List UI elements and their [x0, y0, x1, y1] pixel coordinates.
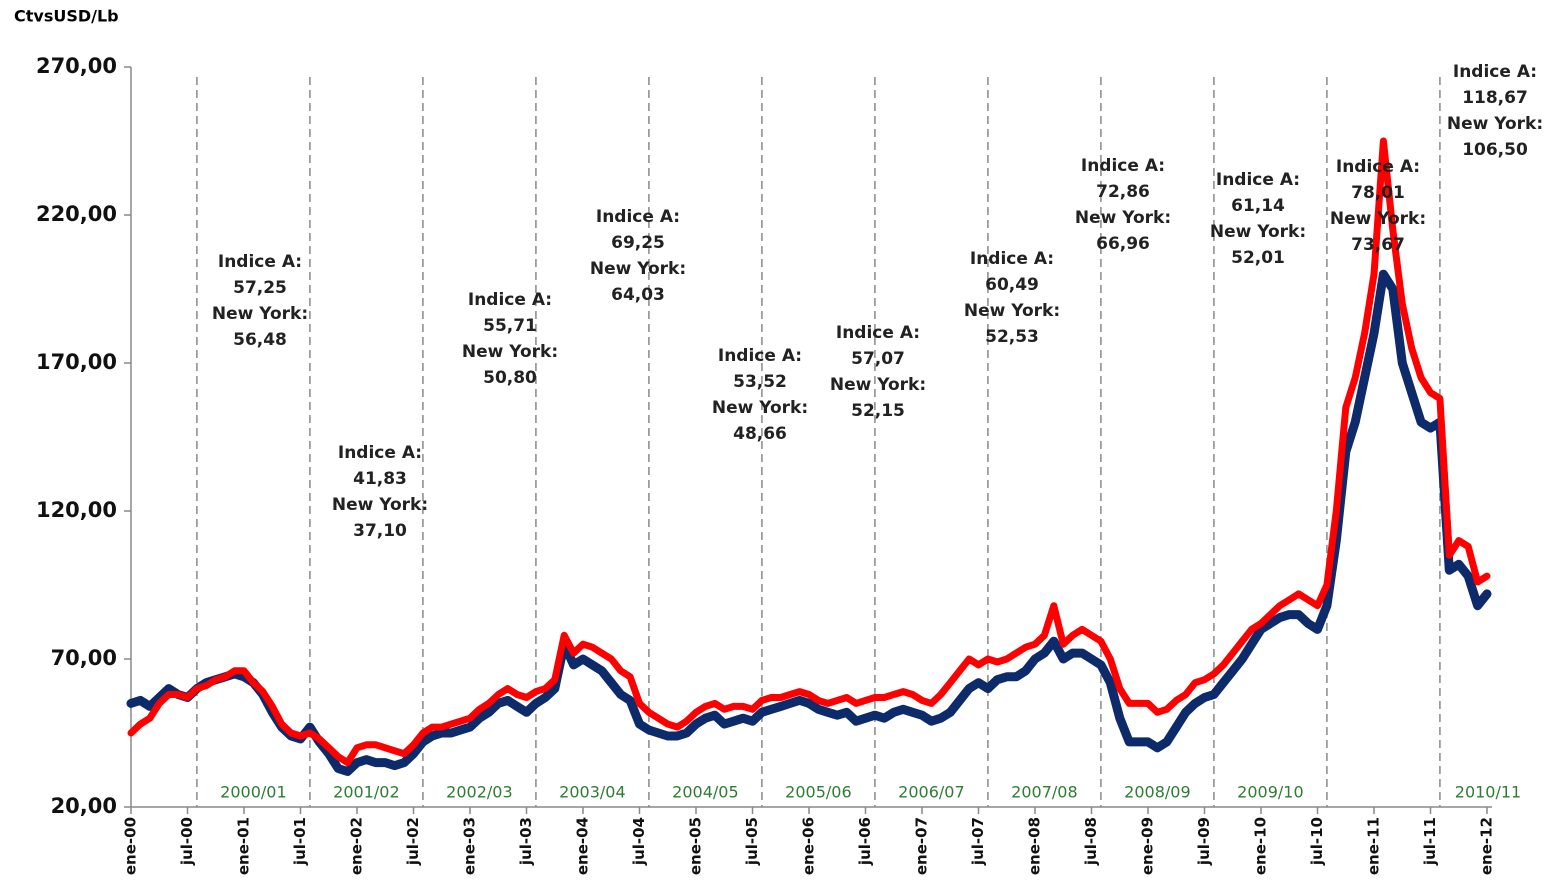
- season-label: 2008/09: [1124, 783, 1190, 802]
- y-tick-label: 120,00: [36, 498, 117, 522]
- x-tick-label: ene-01: [235, 817, 253, 875]
- annotation-text: 64,03: [611, 285, 665, 305]
- annotation-text: Indice A:: [718, 346, 802, 366]
- annotation-text: New York:: [964, 301, 1060, 321]
- x-tick-label: jul-00: [178, 817, 196, 866]
- season-label: 2009/10: [1237, 783, 1303, 802]
- annotation-text: 118,67: [1462, 88, 1528, 108]
- season-label: 2006/07: [898, 783, 964, 802]
- annotation-text: Indice A:: [218, 252, 302, 272]
- season-label: 2001/02: [333, 783, 399, 802]
- season-label: 2007/08: [1011, 783, 1077, 802]
- annotation-text: New York:: [1330, 209, 1426, 229]
- series-line: [126, 269, 1492, 776]
- annotation-text: Indice A:: [1453, 62, 1537, 82]
- x-tick-label: ene-07: [913, 817, 931, 875]
- annotation-text: New York:: [332, 495, 428, 515]
- annotation-text: New York:: [1210, 222, 1306, 242]
- annotation-text: 57,25: [233, 278, 287, 298]
- y-axis-label: CtvsUSD/Lb: [14, 7, 119, 26]
- x-tick-label: ene-03: [461, 817, 479, 875]
- annotation-text: 61,14: [1231, 196, 1285, 216]
- x-tick-label: jul-03: [517, 817, 535, 866]
- x-tick-label: jul-07: [969, 817, 987, 866]
- y-tick-label: 220,00: [36, 202, 117, 226]
- annotation-text: New York:: [212, 304, 308, 324]
- annotation-text: Indice A:: [970, 249, 1054, 269]
- x-tick-label: ene-04: [574, 817, 592, 875]
- x-tick-label: ene-09: [1139, 817, 1157, 875]
- annotation-text: 50,80: [483, 368, 537, 388]
- annotation-text: New York:: [1447, 114, 1543, 134]
- y-tick-label: 170,00: [36, 350, 117, 374]
- annotation-text: New York:: [1075, 208, 1171, 228]
- season-label: 2004/05: [672, 783, 738, 802]
- y-tick-label: 70,00: [51, 646, 117, 670]
- annotation-text: New York:: [590, 259, 686, 279]
- x-tick-label: jul-09: [1195, 817, 1213, 866]
- x-tick-label: ene-00: [122, 817, 140, 875]
- annotation-text: 69,25: [611, 233, 665, 253]
- annotation-text: 78,01: [1351, 183, 1405, 203]
- y-tick-label: 20,00: [51, 794, 117, 818]
- annotation-text: 66,96: [1096, 234, 1150, 254]
- annotation-text: Indice A:: [1336, 157, 1420, 177]
- annotation-text: Indice A:: [1081, 156, 1165, 176]
- annotation-text: 52,53: [985, 327, 1039, 347]
- x-tick-label: jul-04: [630, 817, 648, 866]
- season-label: 2005/06: [785, 783, 851, 802]
- annotation-text: 72,86: [1096, 182, 1150, 202]
- annotation-text: 56,48: [233, 330, 287, 350]
- x-tick-label: jul-01: [291, 817, 309, 866]
- x-tick-label: ene-06: [800, 817, 818, 875]
- annotation-text: Indice A:: [1216, 170, 1300, 190]
- x-tick-label: jul-08: [1082, 817, 1100, 866]
- series-line: [127, 137, 1491, 767]
- x-tick-label: jul-10: [1308, 817, 1326, 866]
- x-tick-label: jul-06: [856, 817, 874, 866]
- annotation-text: New York:: [462, 342, 558, 362]
- annotation-text: 53,52: [733, 372, 787, 392]
- x-tick-label: ene-02: [348, 817, 366, 875]
- annotation-text: New York:: [830, 375, 926, 395]
- x-tick-label: ene-10: [1252, 817, 1270, 875]
- annotation-text: 106,50: [1462, 140, 1528, 160]
- annotation-text: 48,66: [733, 424, 787, 444]
- x-tick-label: ene-11: [1365, 817, 1383, 875]
- x-tick-label: ene-12: [1478, 817, 1496, 875]
- annotation-text: 52,01: [1231, 248, 1285, 268]
- x-tick-label: ene-05: [687, 817, 705, 875]
- x-tick-label: ene-08: [1026, 817, 1044, 875]
- annotation-text: New York:: [712, 398, 808, 418]
- x-tick-label: jul-11: [1421, 817, 1439, 866]
- season-label: 2002/03: [446, 783, 512, 802]
- x-tick-label: jul-02: [404, 817, 422, 866]
- annotation-text: 41,83: [353, 469, 407, 489]
- annotation-text: 37,10: [353, 521, 407, 541]
- annotation-text: Indice A:: [836, 323, 920, 343]
- annotation-text: Indice A:: [338, 443, 422, 463]
- annotation-text: Indice A:: [596, 207, 680, 227]
- annotation-text: 60,49: [985, 275, 1039, 295]
- season-label: 2000/01: [220, 783, 286, 802]
- annotation-text: Indice A:: [468, 290, 552, 310]
- annotation-text: 73,67: [1351, 235, 1405, 255]
- season-label: 2010/11: [1455, 783, 1521, 802]
- y-tick-label: 270,00: [36, 54, 117, 78]
- annotation-text: 57,07: [851, 349, 905, 369]
- annotation-text: 55,71: [483, 316, 537, 336]
- annotation-text: 52,15: [851, 401, 905, 421]
- x-tick-label: jul-05: [743, 817, 761, 866]
- season-label: 2003/04: [559, 783, 625, 802]
